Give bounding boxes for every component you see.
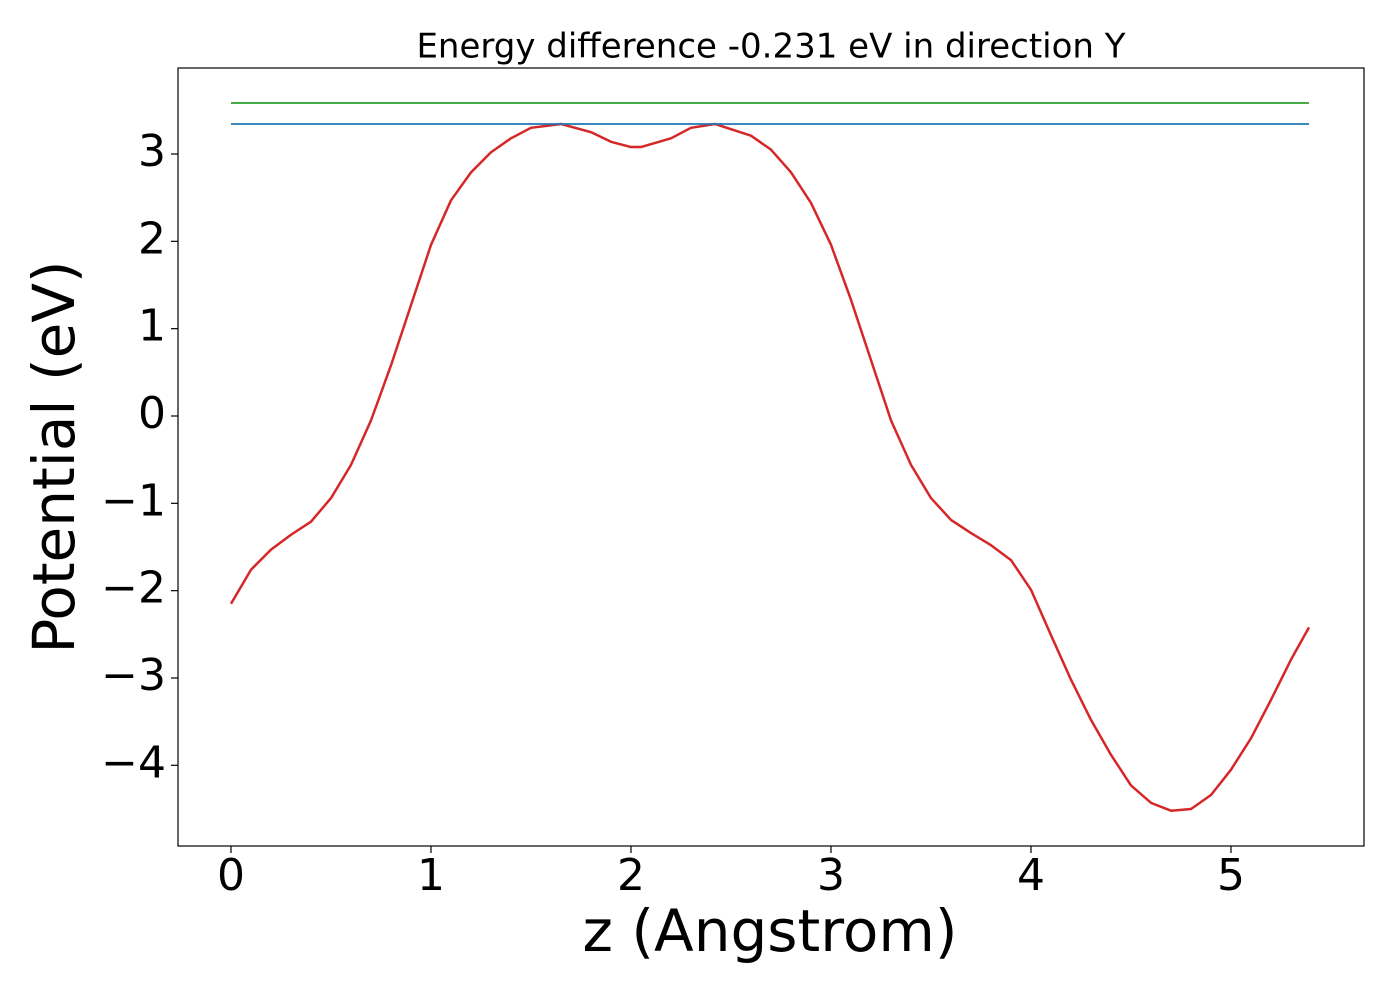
- x-tick-label: 0: [217, 850, 245, 901]
- y-tick-label: −4: [101, 737, 166, 788]
- y-tick-label: 2: [138, 213, 166, 264]
- series-line: [229, 122, 1311, 812]
- x-tick-label: 2: [617, 850, 645, 901]
- y-tick-label: −3: [101, 650, 166, 701]
- y-tick-label: 1: [138, 301, 166, 352]
- y-tick-label: −2: [101, 563, 166, 614]
- y-tick-label: −1: [101, 475, 166, 526]
- x-tick-label: 1: [417, 850, 445, 901]
- x-axis-label: z (Angstrom): [583, 897, 958, 965]
- x-tick-label: 5: [1217, 850, 1245, 901]
- y-tick-label: 3: [138, 126, 166, 177]
- chart-title: Energy difference -0.231 eV in direction…: [416, 27, 1125, 67]
- x-tick-label: 4: [1017, 850, 1045, 901]
- y-tick-label: 0: [138, 388, 166, 439]
- y-axis-label: Potential (eV): [20, 260, 88, 653]
- x-tick-label: 3: [817, 850, 845, 901]
- plot-frame: [177, 67, 1365, 847]
